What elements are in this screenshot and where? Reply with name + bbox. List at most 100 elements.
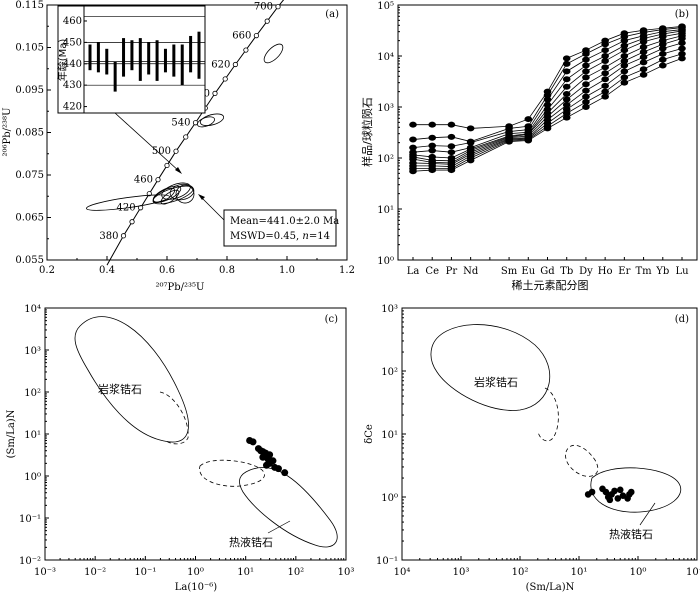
inset-y-tick-label: 440 bbox=[63, 59, 82, 70]
ree-data-point bbox=[466, 125, 475, 132]
hydrothermal-zircon-label: 热液锆石 bbox=[229, 535, 273, 549]
x-tick-label: Gd bbox=[540, 266, 555, 277]
y-tick-label: 10⁻¹ bbox=[19, 514, 41, 525]
hydrothermal-zircon-field bbox=[590, 467, 682, 513]
ree-data-point bbox=[562, 83, 571, 90]
x-tick-label: 0.2 bbox=[39, 265, 55, 276]
y-tick-label: 10⁰ bbox=[24, 472, 41, 483]
concordia-age-marker bbox=[264, 18, 270, 24]
y-tick-label: 0.105 bbox=[15, 43, 44, 54]
inset-pointer-line bbox=[114, 112, 181, 173]
y-tick-label: 10⁴ bbox=[24, 304, 41, 315]
ree-data-point bbox=[601, 76, 609, 83]
y-tick-label: 10⁵ bbox=[377, 1, 394, 12]
ree-data-point bbox=[601, 88, 609, 95]
ree-data-point bbox=[505, 138, 513, 145]
panel-label: (b) bbox=[675, 9, 689, 20]
ree-data-point bbox=[601, 53, 609, 59]
ree-data-point bbox=[639, 54, 648, 61]
y-tick-label: 10² bbox=[24, 388, 41, 399]
concordia-age-marker bbox=[243, 47, 249, 53]
concordia-age-marker bbox=[155, 177, 161, 183]
x-tick-label: 10⁻¹ bbox=[134, 567, 156, 578]
ree-data-point bbox=[639, 71, 648, 78]
concordia-age-label: 620 bbox=[211, 60, 230, 71]
error-ellipse bbox=[199, 113, 225, 126]
y-tick-label: 10⁻¹ bbox=[376, 556, 398, 567]
ree-data-point bbox=[678, 35, 686, 42]
x-tick-label: 10¹ bbox=[237, 567, 254, 578]
transition-dashed-field bbox=[199, 459, 265, 487]
magmatic-zircon-label: 岩浆锆石 bbox=[474, 375, 518, 389]
ree-data-point bbox=[562, 110, 571, 117]
ree-data-point bbox=[582, 62, 590, 69]
zircon-data-point bbox=[249, 438, 257, 446]
ree-data-point bbox=[524, 116, 533, 123]
concordia-age-marker bbox=[129, 219, 135, 225]
mswd-n: n bbox=[302, 231, 308, 242]
ree-data-point bbox=[582, 87, 590, 94]
ree-data-point bbox=[582, 104, 590, 110]
ree-data-point bbox=[409, 168, 417, 175]
x-tick-label: 10³ bbox=[338, 567, 355, 578]
x-tick-label: Tb bbox=[560, 266, 573, 277]
ree-data-point bbox=[582, 50, 590, 57]
x-tick-label: 10⁻³ bbox=[34, 567, 56, 578]
concordia-age-marker bbox=[275, 4, 281, 10]
concordia-age-marker bbox=[183, 134, 189, 140]
y-tick-label: 10³ bbox=[24, 346, 41, 357]
ree-data-point bbox=[409, 144, 417, 151]
zircon-data-point bbox=[602, 488, 610, 496]
x-axis-title: (Sm/La)N bbox=[526, 582, 575, 593]
error-ellipse bbox=[197, 116, 215, 128]
y-tick-label: 10³ bbox=[381, 304, 398, 315]
x-tick-label: 0.6 bbox=[159, 265, 175, 276]
y-tick-label: 0.095 bbox=[15, 85, 44, 96]
panel-label: (a) bbox=[325, 9, 339, 20]
ree-data-point bbox=[658, 56, 667, 63]
zircon-data-point bbox=[588, 488, 596, 496]
panel-label: (c) bbox=[325, 314, 339, 325]
panel-d: 10⁴ 10³ 10² 10¹ 10⁰ 10⁻¹ 10⁻¹ 10⁰ 10¹ 10² 10³ (Sm/L… bbox=[364, 304, 700, 593]
x-tick-label: 10³ bbox=[453, 567, 470, 578]
concordia-age-label: 540 bbox=[171, 118, 190, 129]
ree-data-point bbox=[524, 137, 533, 144]
hydrothermal-label-leader bbox=[639, 502, 656, 526]
ree-data-point bbox=[543, 96, 552, 103]
concordia-age-marker bbox=[222, 76, 228, 82]
ree-data-point bbox=[562, 55, 571, 62]
y-axis-title: δCe bbox=[364, 424, 375, 444]
ree-data-point bbox=[562, 90, 571, 97]
error-ellipse bbox=[161, 182, 191, 200]
ree-data-point bbox=[639, 59, 648, 66]
ree-data-point bbox=[601, 93, 609, 100]
ree-data-point bbox=[678, 39, 686, 46]
y-tick-label: 10² bbox=[381, 367, 398, 378]
x-tick-label: 10⁰ bbox=[630, 567, 647, 578]
x-tick-label: 10⁻¹ bbox=[686, 567, 700, 578]
hydrothermal-zircon-field bbox=[239, 467, 338, 548]
zircon-data-point bbox=[259, 453, 267, 461]
inset-age-bar bbox=[138, 38, 142, 81]
y-tick-label: 10¹ bbox=[381, 430, 398, 441]
ree-data-point bbox=[582, 99, 590, 106]
inset-y-tick-label: 450 bbox=[63, 37, 82, 48]
plot-frame bbox=[401, 307, 698, 561]
plot-frame bbox=[397, 4, 698, 261]
error-ellipse bbox=[86, 194, 170, 211]
inset-y-tick-label: 460 bbox=[63, 16, 82, 27]
x-tick-label: Lu bbox=[675, 266, 689, 277]
error-ellipse bbox=[152, 187, 176, 204]
ree-data-point bbox=[658, 50, 667, 57]
ree-data-point bbox=[601, 64, 609, 71]
ree-data-point bbox=[620, 47, 629, 54]
inset-age-bar bbox=[122, 38, 126, 77]
y-axis-title: (Sm/La)N bbox=[6, 409, 17, 458]
ree-data-point bbox=[678, 45, 686, 52]
ree-data-point bbox=[562, 101, 571, 108]
x-tick-label: 10² bbox=[512, 567, 529, 578]
inset-age-bar bbox=[172, 44, 176, 77]
ree-data-point bbox=[658, 45, 667, 52]
inset-age-bar bbox=[163, 48, 167, 73]
